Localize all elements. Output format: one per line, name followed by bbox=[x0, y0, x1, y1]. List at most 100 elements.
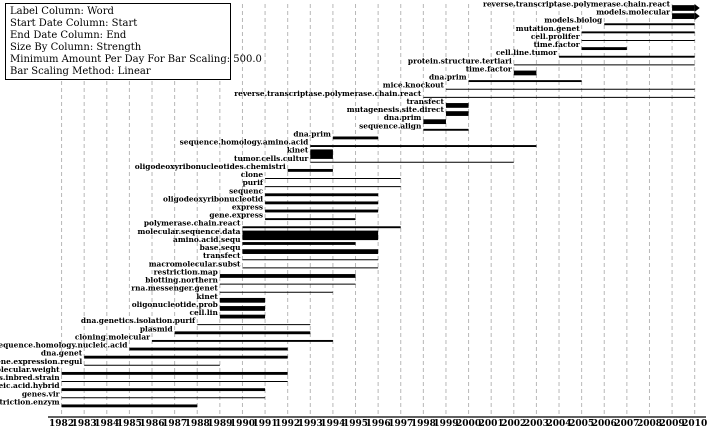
x-tick-label: 1993 bbox=[298, 419, 323, 427]
bar bbox=[672, 13, 695, 19]
bar-label: dna.genetics.isolation.purif bbox=[81, 316, 196, 325]
x-tick-label: 1991 bbox=[253, 419, 278, 427]
bar-label: time.factor bbox=[466, 64, 512, 73]
bar-label: protein.structure.tertiari bbox=[408, 56, 512, 65]
bar bbox=[152, 339, 333, 342]
bar bbox=[174, 331, 311, 335]
bar-label: sequence.align bbox=[359, 121, 422, 130]
bar bbox=[468, 80, 582, 83]
bar-label: gene.express bbox=[209, 211, 263, 220]
bar bbox=[129, 347, 288, 351]
bar-label: models.molecular bbox=[596, 8, 670, 17]
bar bbox=[84, 355, 288, 359]
bar bbox=[219, 306, 266, 311]
bar-label: cloning.molecular bbox=[75, 332, 150, 341]
bar-label: base.sequ bbox=[200, 243, 241, 252]
bar-label: express bbox=[232, 203, 263, 212]
bar bbox=[61, 371, 288, 375]
bar bbox=[310, 149, 333, 159]
bar-label: models.biolog bbox=[544, 16, 602, 25]
bar-label: dna.prim bbox=[384, 113, 422, 122]
bar-label: kinet bbox=[287, 146, 309, 155]
bar-label: oligodeoxyribonucleotides.chemistri bbox=[135, 162, 286, 171]
bar-label: molecular.weight bbox=[0, 365, 60, 374]
bar-label: macromolecular.subst bbox=[149, 259, 241, 268]
bar-label: transfect bbox=[407, 97, 445, 106]
bar bbox=[242, 226, 401, 229]
bar-label: mice.knockout bbox=[383, 81, 445, 90]
x-tick-label: 1999 bbox=[433, 419, 458, 427]
legend-size-by-column: Size By Column: Strength bbox=[10, 42, 142, 53]
x-tick-label: 1982 bbox=[49, 419, 74, 427]
x-tick-label: 2000 bbox=[456, 419, 481, 427]
bar bbox=[61, 404, 198, 408]
bar-label: reverse.transcriptase.polymerase.chain.r… bbox=[483, 0, 671, 9]
bar-label: time.factor bbox=[534, 40, 580, 49]
bar bbox=[219, 297, 266, 303]
legend-end-date-column: End Date Column: End bbox=[10, 30, 127, 41]
bar bbox=[287, 168, 333, 172]
legend-label-column: Label Column: Word bbox=[10, 6, 114, 17]
bar bbox=[242, 242, 356, 245]
bar bbox=[332, 136, 379, 140]
bar bbox=[581, 31, 695, 34]
bar-label: sequenc bbox=[229, 186, 263, 195]
x-tick-label: 2006 bbox=[592, 419, 617, 427]
x-tick-label: 1990 bbox=[230, 419, 255, 427]
bar-label: gene.expression.regul bbox=[0, 357, 82, 366]
bar bbox=[242, 249, 379, 254]
bar-label: polymerase.chain.react bbox=[144, 219, 241, 228]
bar-label: cell.line.tumor bbox=[496, 48, 557, 57]
legend-minimum-amount: Minimum Amount Per Day For Bar Scaling: … bbox=[10, 54, 262, 65]
bar-label: clone bbox=[241, 170, 264, 179]
x-tick-label: 1988 bbox=[185, 419, 210, 427]
x-tick-label: 1986 bbox=[139, 419, 164, 427]
bar-label: dna.prim bbox=[293, 129, 331, 138]
x-tick-label: 1997 bbox=[388, 419, 413, 427]
bar bbox=[265, 201, 379, 205]
bar-label: dna.restriction.enzym bbox=[0, 397, 60, 406]
bar-label: mutation.genet bbox=[516, 24, 580, 33]
bar-label: amino.acid.sequ bbox=[173, 235, 241, 244]
bar bbox=[219, 274, 356, 278]
bar-label: nucleic.acid.hybrid bbox=[0, 381, 60, 390]
bar bbox=[672, 5, 695, 11]
bar bbox=[265, 218, 356, 221]
bar-label: tumor.cells.cultur bbox=[234, 154, 308, 163]
bar-label: molecular.sequence.data bbox=[138, 227, 241, 236]
bar-label: plasmid bbox=[140, 324, 173, 333]
x-tick-label: 1983 bbox=[72, 419, 97, 427]
bar-label: oligodeoxyribonucleotid bbox=[163, 194, 263, 203]
bar-label: purif bbox=[243, 178, 264, 187]
bar-label: mutagenesis.site.direct bbox=[347, 105, 445, 114]
bar bbox=[423, 128, 469, 131]
x-tick-label: 1994 bbox=[320, 419, 345, 427]
legend-bar-scaling-method: Bar Scaling Method: Linear bbox=[10, 66, 151, 77]
bar-label: transfect bbox=[203, 251, 241, 260]
x-tick-label: 1996 bbox=[366, 419, 391, 427]
bar bbox=[445, 111, 469, 116]
bar bbox=[265, 193, 379, 197]
bar-label: sequence.homology.amino.acid bbox=[180, 138, 309, 147]
bar-label: genes.vir bbox=[22, 389, 60, 398]
bars bbox=[61, 4, 700, 408]
x-tick-label: 1984 bbox=[94, 419, 119, 427]
bar-label: sequence.homology.nucleic.acid bbox=[0, 341, 127, 350]
bar-label: kinet bbox=[196, 292, 218, 301]
bar-labels: reverse.transcriptase.polymerase.chain.r… bbox=[0, 0, 671, 406]
x-tick-label: 1985 bbox=[117, 419, 142, 427]
x-tick-label: 2004 bbox=[546, 419, 571, 427]
bar-label: cell.prolifer bbox=[531, 32, 580, 41]
bar bbox=[61, 388, 266, 392]
x-tick-label: 2005 bbox=[569, 419, 594, 427]
bar bbox=[242, 230, 379, 241]
x-tick-label: 2010 bbox=[682, 419, 707, 427]
bar bbox=[513, 70, 537, 76]
bar-label: cell.lin bbox=[189, 308, 218, 317]
x-tick-label: 2009 bbox=[660, 419, 685, 427]
x-tick-label: 2007 bbox=[614, 419, 639, 427]
bar bbox=[559, 55, 695, 58]
bar-label: rna.messenger.genet bbox=[131, 284, 218, 293]
x-tick-label: 2002 bbox=[501, 419, 526, 427]
bar-label: reverse.transcriptase.polymerase.chain.r… bbox=[234, 89, 422, 98]
